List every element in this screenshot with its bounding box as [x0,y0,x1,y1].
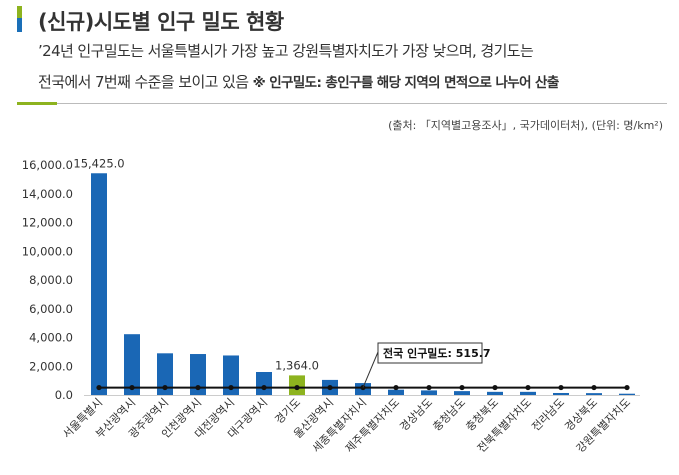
national-average-marker [327,384,333,391]
y-tick-label: 12,000.0 [22,216,73,230]
callout-box [377,342,483,364]
bar-충청남도 [454,391,470,395]
bar-경상남도 [421,390,437,395]
bar-인천광역시 [190,354,206,395]
national-average-marker [624,384,630,391]
bar-강원특별자치도 [619,393,635,395]
data-label: 15,425.0 [73,156,124,170]
x-tick-label: 경기도 [272,396,303,427]
bar-부산광역시 [124,334,140,395]
data-label: 1,364.0 [275,358,319,372]
definition-note: ※ 인구밀도: 총인구를 해당 지역의 면적으로 나누어 산출 [252,75,560,91]
national-average-marker [129,384,135,391]
y-tick-label: 8,000.0 [29,273,73,287]
national-average-marker [426,384,432,391]
x-tick-label: 전라남도 [529,396,567,434]
bar-광주광역시 [157,353,173,395]
y-tick-label: 16,000.0 [22,158,73,172]
national-average-marker [162,384,168,391]
national-average-marker [558,384,564,391]
divider [17,103,667,104]
bar-서울특별시 [91,173,107,395]
y-tick-label: 4,000.0 [29,331,73,345]
x-tick-label: 충청남도 [430,396,468,434]
bar-충청북도 [487,391,503,395]
national-average-marker [261,384,267,391]
y-tick-label: 6,000.0 [29,302,73,316]
title-accent-green [17,6,22,18]
x-tick-label: 경상남도 [397,396,435,434]
y-tick-label: 2,000.0 [29,359,73,373]
national-average-marker [492,384,498,391]
bar-대전광역시 [223,355,239,395]
description-line-2: 전국에서 7번째 수준을 보이고 있음 [38,73,249,91]
source-note: (출처: 「지역별고용조사」, 국가데이터처), (단위: 명/km²) [388,119,663,132]
bar-전북특별자치도 [520,391,536,395]
national-average-marker [591,384,597,391]
national-average-marker [195,384,201,391]
bar-대구광역시 [256,372,272,395]
divider-accent [17,102,57,105]
national-average-marker [228,384,234,391]
national-average-marker [459,384,465,391]
national-average-marker [294,384,300,391]
bar-제주특별자치도 [388,389,404,395]
callout-leader [362,351,379,388]
national-average-marker [96,384,102,391]
title-accent-blue [17,18,22,32]
national-average-marker [525,384,531,391]
y-tick-label: 14,000.0 [22,187,73,201]
bar-경상북도 [586,393,602,395]
bar-전라남도 [553,392,569,395]
national-average-label: 전국 인구밀도: 515.7 [383,346,491,360]
description-line-1: ’24년 인구밀도는 서울특별시가 가장 높고 강원특별자치도가 가장 낮으며,… [38,42,534,60]
y-tick-label: 0.0 [55,388,73,402]
page-title: (신규)시도별 인구 밀도 현황 [38,10,284,34]
y-tick-label: 10,000.0 [22,244,73,258]
national-average-marker [393,384,399,391]
